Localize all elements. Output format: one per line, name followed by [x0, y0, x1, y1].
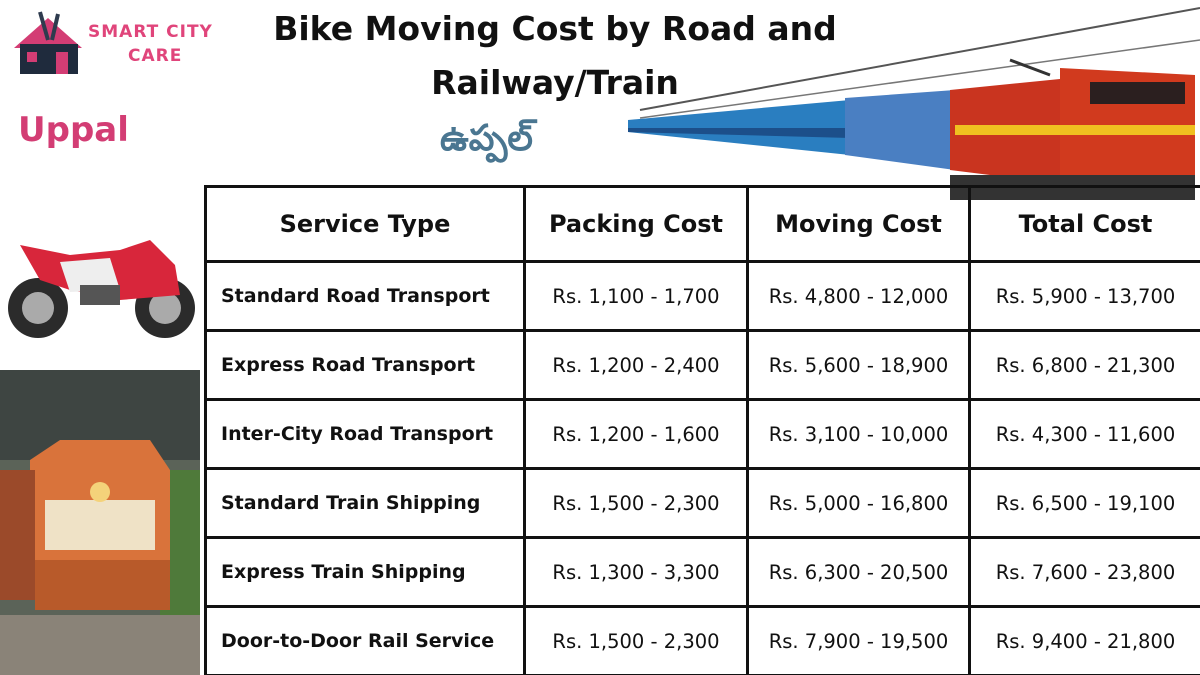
table-row: Standard Road Transport Rs. 1,100 - 1,700… — [204, 260, 1200, 332]
cost-cell: Rs. 1,100 - 1,700 — [523, 260, 749, 332]
cost-cell: Rs. 6,800 - 21,300 — [968, 329, 1200, 401]
bike-image — [8, 240, 195, 338]
service-type: Standard Train Shipping — [204, 467, 526, 539]
cost-cell: Rs. 7,900 - 19,500 — [746, 605, 971, 675]
cost-cell: Rs. 4,300 - 11,600 — [968, 398, 1200, 470]
logo-icon — [14, 11, 82, 74]
cost-cell: Rs. 5,900 - 13,700 — [968, 260, 1200, 332]
logo-text: CARE — [128, 46, 183, 66]
cost-cell: Rs. 7,600 - 23,800 — [968, 536, 1200, 608]
cost-table: Service Type Packing Cost Moving Cost Total… — [204, 185, 1200, 675]
logo-text: SMART CITY — [88, 22, 213, 42]
column-header: Total Cost — [968, 185, 1200, 263]
train-photo — [0, 370, 200, 675]
cost-cell: Rs. 4,800 - 12,000 — [746, 260, 971, 332]
service-type: Door-to-Door Rail Service — [204, 605, 526, 675]
service-type: Express Train Shipping — [204, 536, 526, 608]
cost-cell: Rs. 6,500 - 19,100 — [968, 467, 1200, 539]
cost-cell: Rs. 5,000 - 16,800 — [746, 467, 971, 539]
cost-cell: Rs. 1,200 - 1,600 — [523, 398, 749, 470]
column-header: Moving Cost — [746, 185, 971, 263]
table-row: Standard Train Shipping Rs. 1,500 - 2,300… — [204, 467, 1200, 539]
column-header: Packing Cost — [523, 185, 749, 263]
cost-cell: Rs. 3,100 - 10,000 — [746, 398, 971, 470]
cost-cell: Rs. 1,500 - 2,300 — [523, 605, 749, 675]
wire — [639, 7, 1200, 111]
cost-cell: Rs. 9,400 - 21,800 — [968, 605, 1200, 675]
location: Uppal — [18, 110, 129, 150]
table-row: Express Train Shipping Rs. 1,300 - 3,300 R… — [204, 536, 1200, 608]
location-telugu: ఉప్పల్ — [440, 118, 533, 159]
column-header: Service Type — [204, 185, 526, 263]
title: Bike Moving Cost by Road and Railway/Tra… — [273, 9, 837, 102]
cost-cell: Rs. 6,300 - 20,500 — [746, 536, 971, 608]
service-type: Inter-City Road Transport — [204, 398, 526, 470]
table-row: Inter-City Road Transport Rs. 1,200 - 1,6… — [204, 398, 1200, 470]
wire — [639, 39, 1200, 119]
cost-cell: Rs. 1,300 - 3,300 — [523, 536, 749, 608]
header-row: Service Type Packing Cost Moving Cost Total… — [204, 185, 1200, 263]
service-type: Express Road Transport — [204, 329, 526, 401]
cost-cell: Rs. 1,200 - 2,400 — [523, 329, 749, 401]
table-row: Door-to-Door Rail Service Rs. 1,500 - 2,3… — [204, 605, 1200, 675]
cost-cell: Rs. 1,500 - 2,300 — [523, 467, 749, 539]
table-row: Express Road Transport Rs. 1,200 - 2,400 R… — [204, 329, 1200, 401]
cost-cell: Rs. 5,600 - 18,900 — [746, 329, 971, 401]
service-type: Standard Road Transport — [204, 260, 526, 332]
